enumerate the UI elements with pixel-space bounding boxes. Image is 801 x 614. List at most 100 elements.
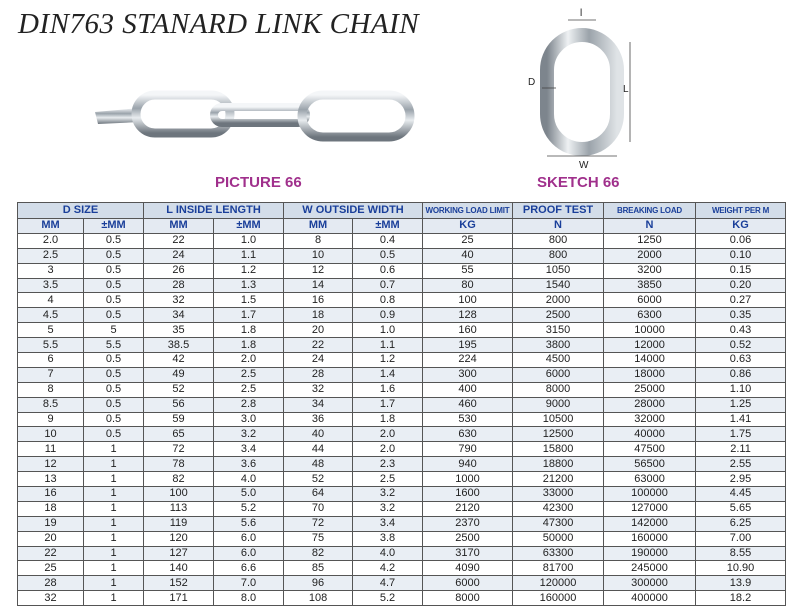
cell: 12500 bbox=[512, 426, 605, 443]
unit-cell: N bbox=[603, 218, 697, 234]
cell: 82 bbox=[143, 471, 215, 488]
cell: 6.0 bbox=[213, 530, 285, 547]
cell: 100 bbox=[422, 292, 514, 309]
cell: 22 bbox=[17, 545, 84, 562]
cell: 32000 bbox=[603, 411, 697, 428]
data-row: 8 0.5 52 2.5 32 1.6 400 8000 25000 1.10 bbox=[17, 381, 787, 398]
cell: 1.7 bbox=[213, 307, 285, 324]
cell: 49 bbox=[143, 366, 215, 383]
cell: 18800 bbox=[512, 456, 605, 473]
cell: 3170 bbox=[422, 545, 514, 562]
cell: 35 bbox=[143, 322, 215, 339]
cell: 120 bbox=[143, 530, 215, 547]
cell: 82 bbox=[283, 545, 354, 562]
cell: 0.5 bbox=[82, 307, 145, 324]
cell: 40 bbox=[422, 247, 514, 264]
cell: 9 bbox=[17, 411, 84, 428]
cell: 1.0 bbox=[213, 232, 285, 249]
picture-caption: PICTURE 66 bbox=[215, 174, 302, 191]
cell: 8.55 bbox=[695, 545, 787, 562]
cell: 20 bbox=[17, 530, 84, 547]
cell: 4.0 bbox=[352, 545, 424, 562]
cell: 224 bbox=[422, 352, 514, 368]
cell: 12 bbox=[17, 456, 84, 473]
cell: 5.5 bbox=[17, 337, 84, 354]
cell: 6 bbox=[17, 352, 84, 368]
cell: 1.25 bbox=[695, 396, 787, 413]
sketch-label: L bbox=[623, 84, 629, 95]
cell: 300000 bbox=[603, 575, 697, 592]
cell: 11 bbox=[17, 441, 84, 458]
header-cell: D SIZE bbox=[16, 202, 145, 219]
cell: 1 bbox=[82, 560, 145, 577]
cell: 5.6 bbox=[213, 515, 285, 532]
cell: 6.25 bbox=[695, 515, 787, 532]
cell: 1 bbox=[82, 441, 145, 458]
cell: 32 bbox=[143, 292, 215, 309]
cell: 44 bbox=[283, 441, 354, 458]
cell: 1.8 bbox=[352, 411, 424, 428]
cell: 10 bbox=[17, 426, 84, 443]
unit-cell: KG bbox=[695, 218, 787, 234]
cell: 6000 bbox=[603, 292, 697, 309]
cell: 21200 bbox=[512, 471, 605, 488]
cell: 160000 bbox=[512, 590, 605, 607]
cell: 1 bbox=[82, 500, 145, 517]
sketch-caption: SKETCH 66 bbox=[537, 174, 620, 191]
cell: 64 bbox=[283, 486, 354, 502]
cell: 1 bbox=[82, 545, 145, 562]
cell: 25000 bbox=[603, 381, 697, 398]
cell: 34 bbox=[143, 307, 215, 324]
cell: 0.06 bbox=[695, 232, 787, 249]
cell: 2.5 bbox=[352, 471, 424, 488]
cell: 1 bbox=[82, 530, 145, 547]
cell: 100000 bbox=[603, 486, 697, 502]
cell: 0.43 bbox=[695, 322, 787, 339]
cell: 0.4 bbox=[352, 232, 424, 249]
data-row: 5 5 35 1.8 20 1.0 160 3150 10000 0.43 bbox=[17, 322, 787, 339]
cell: 0.8 bbox=[352, 292, 424, 309]
cell: 32 bbox=[17, 590, 84, 607]
cell: 2.5 bbox=[213, 381, 285, 398]
sketch-label: l bbox=[580, 8, 582, 19]
unit-cell: KG bbox=[422, 218, 514, 234]
cell: 2.0 bbox=[17, 232, 84, 249]
cell: 800 bbox=[512, 247, 605, 264]
cell: 2500 bbox=[512, 307, 605, 324]
header-cell: W OUTSIDE WIDTH bbox=[283, 202, 424, 219]
cell: 3200 bbox=[603, 262, 697, 279]
data-row: 5.5 5.5 38.5 1.8 22 1.1 195 3800 12000 0.52 bbox=[17, 337, 787, 354]
cell: 2.95 bbox=[695, 471, 787, 488]
spec-table: D SIZE L INSIDE LENGTH W OUTSIDE WIDTH WORK… bbox=[16, 202, 787, 607]
cell: 400 bbox=[422, 381, 514, 398]
cell: 630 bbox=[422, 426, 514, 443]
cell: 3.2 bbox=[213, 426, 285, 443]
unit-cell: MM bbox=[17, 218, 84, 234]
cell: 20 bbox=[283, 322, 354, 339]
cell: 245000 bbox=[603, 560, 697, 577]
cell: 1.41 bbox=[695, 411, 787, 428]
cell: 2.55 bbox=[695, 456, 787, 473]
cell: 28 bbox=[143, 277, 215, 294]
cell: 3.6 bbox=[213, 456, 285, 473]
cell: 40000 bbox=[603, 426, 697, 443]
cell: 1.2 bbox=[352, 352, 424, 368]
cell: 3.4 bbox=[352, 515, 424, 532]
cell: 63000 bbox=[603, 471, 697, 488]
data-row: 25 1 140 6.6 85 4.2 4090 81700 245000 10.90 bbox=[17, 560, 787, 577]
cell: 3.5 bbox=[17, 277, 84, 294]
cell: 127 bbox=[143, 545, 215, 562]
cell: 4.45 bbox=[695, 486, 787, 502]
cell: 65 bbox=[143, 426, 215, 443]
cell: 1.8 bbox=[213, 337, 285, 354]
cell: 22 bbox=[143, 232, 215, 249]
cell: 81700 bbox=[512, 560, 605, 577]
data-row: 12 1 78 3.6 48 2.3 940 18800 56500 2.55 bbox=[17, 456, 787, 473]
cell: 1.3 bbox=[213, 277, 285, 294]
cell: 25 bbox=[422, 232, 514, 249]
cell: 160000 bbox=[603, 530, 697, 547]
cell: 10500 bbox=[512, 411, 605, 428]
cell: 2.0 bbox=[213, 352, 285, 368]
cell: 0.15 bbox=[695, 262, 787, 279]
unit-cell: ±MM bbox=[82, 218, 145, 234]
